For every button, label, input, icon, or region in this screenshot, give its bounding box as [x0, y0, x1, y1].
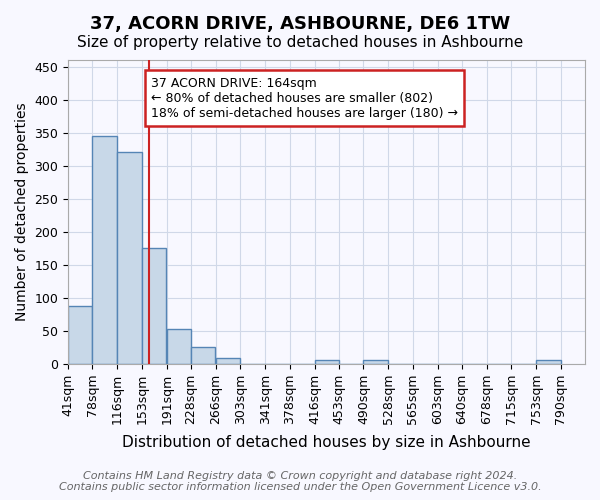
Bar: [536, 360, 560, 364]
Bar: [315, 360, 339, 364]
Text: Size of property relative to detached houses in Ashbourne: Size of property relative to detached ho…: [77, 35, 523, 50]
Bar: [191, 347, 215, 364]
Bar: [118, 152, 142, 364]
Bar: [167, 330, 191, 364]
Bar: [142, 248, 166, 364]
Text: 37 ACORN DRIVE: 164sqm
← 80% of detached houses are smaller (802)
18% of semi-de: 37 ACORN DRIVE: 164sqm ← 80% of detached…: [151, 76, 458, 120]
Text: 37, ACORN DRIVE, ASHBOURNE, DE6 1TW: 37, ACORN DRIVE, ASHBOURNE, DE6 1TW: [90, 15, 510, 33]
X-axis label: Distribution of detached houses by size in Ashbourne: Distribution of detached houses by size …: [122, 435, 531, 450]
Bar: [364, 360, 388, 364]
Bar: [68, 306, 92, 364]
Bar: [92, 136, 117, 364]
Text: Contains HM Land Registry data © Crown copyright and database right 2024.
Contai: Contains HM Land Registry data © Crown c…: [59, 471, 541, 492]
Y-axis label: Number of detached properties: Number of detached properties: [15, 102, 29, 321]
Bar: [216, 358, 241, 364]
